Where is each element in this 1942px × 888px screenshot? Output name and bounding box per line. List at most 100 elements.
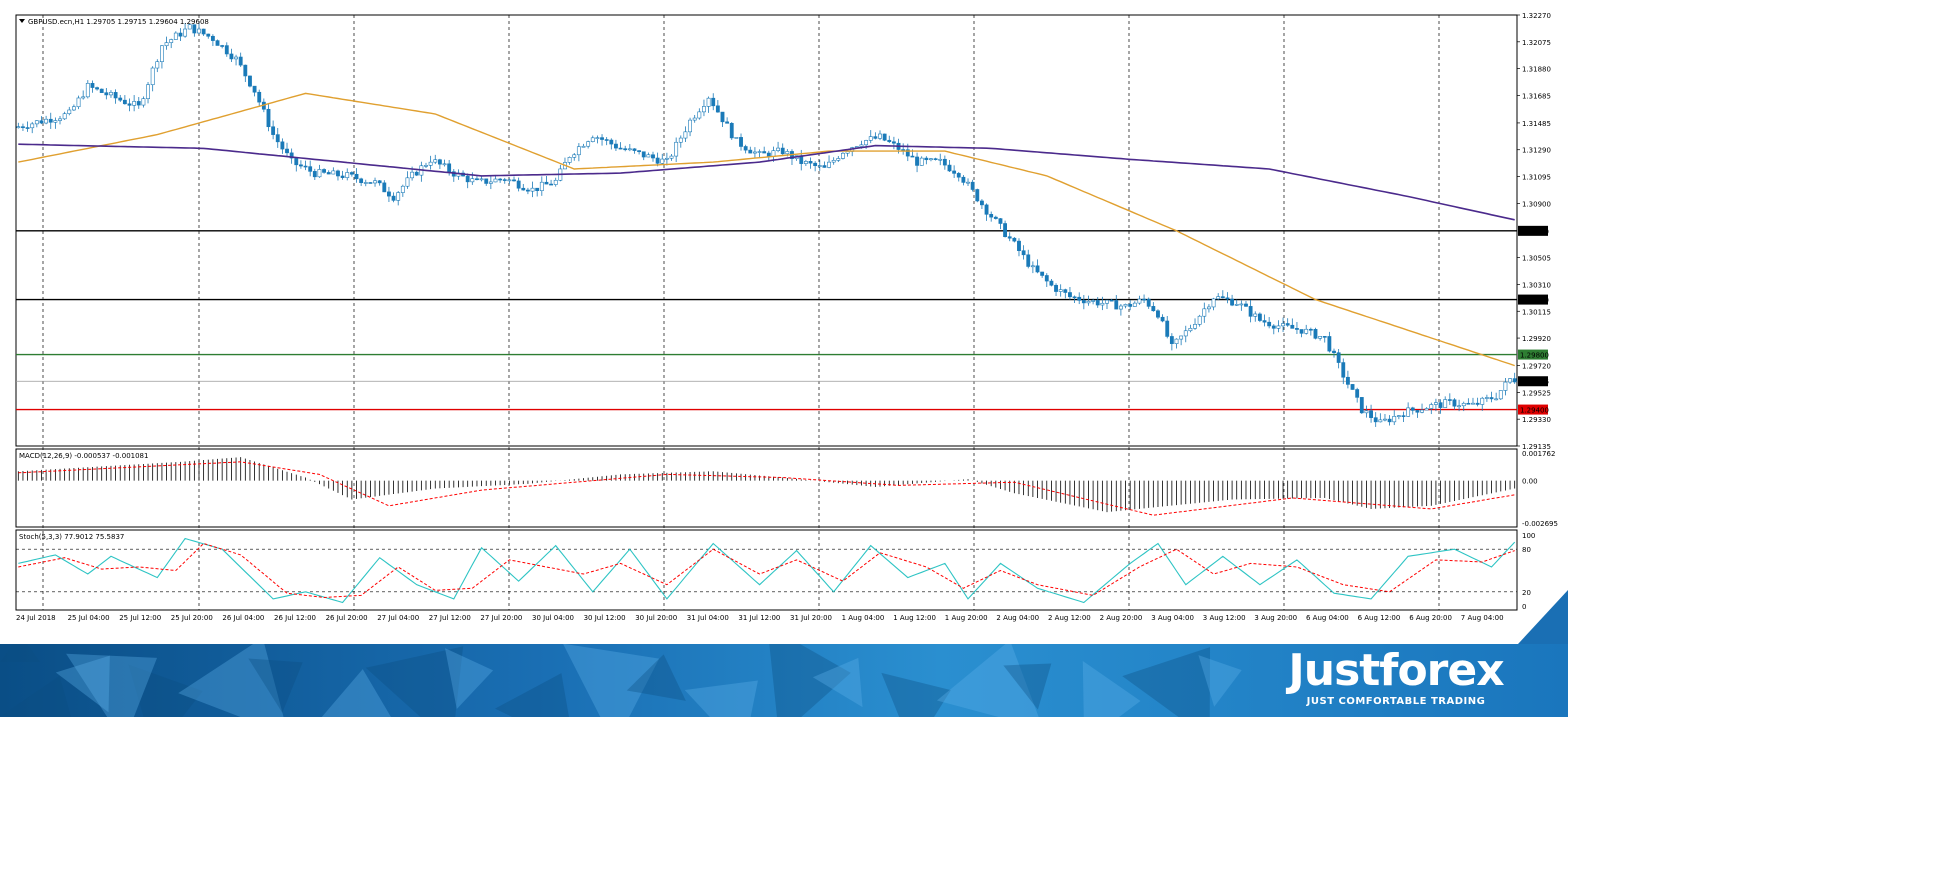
stoch-label: Stoch(5,3,3) 77.9012 75.5837 <box>19 533 124 541</box>
candle-body <box>224 45 229 55</box>
candle-body <box>173 32 178 40</box>
candle-body <box>1257 313 1262 321</box>
candle-body <box>294 157 299 166</box>
candle-body <box>1332 350 1336 353</box>
time-label: 27 Jul 20:00 <box>480 614 522 622</box>
candle-body <box>354 173 359 180</box>
candle-body <box>993 216 998 219</box>
candle-body <box>1211 298 1216 308</box>
price-axis-label: 1.29920 <box>1522 335 1551 343</box>
candle-body <box>280 141 285 150</box>
candle-body <box>95 87 99 90</box>
candle-body <box>952 170 957 174</box>
candle-body <box>725 121 730 124</box>
price-axis-label: 1.31095 <box>1522 174 1551 182</box>
candle-body <box>136 101 141 106</box>
candle-body <box>382 182 387 193</box>
candle-body <box>39 120 44 124</box>
candle-body <box>827 161 831 168</box>
time-label: 1 Aug 20:00 <box>945 614 988 622</box>
candle-body <box>30 123 35 129</box>
candle-body <box>1244 303 1248 307</box>
candle-body <box>706 97 711 107</box>
candle-body <box>961 176 966 183</box>
candle-body <box>1021 250 1026 256</box>
time-label: 30 Jul 20:00 <box>635 614 677 622</box>
candle-body <box>632 148 637 151</box>
candle-body <box>493 178 498 183</box>
candle-body <box>155 61 160 69</box>
candle-body <box>391 195 396 201</box>
candle-body <box>1406 407 1411 417</box>
candle-body <box>864 140 869 146</box>
candle-body <box>1434 402 1438 405</box>
candle-body <box>1461 402 1466 407</box>
candle-body <box>1253 313 1258 317</box>
price-axis-label: 1.30505 <box>1522 255 1551 263</box>
candle-body <box>535 187 540 191</box>
candle-body <box>118 97 123 101</box>
candle-body <box>1146 298 1151 307</box>
candle-body <box>1169 336 1174 344</box>
candle-body <box>734 137 739 139</box>
candle-body <box>1151 306 1156 312</box>
candle-body <box>1017 240 1021 251</box>
candle-body <box>81 96 86 99</box>
candle-body <box>609 139 614 145</box>
candle-body <box>1369 410 1373 418</box>
candle-body <box>841 152 845 159</box>
candle-body <box>1248 306 1253 317</box>
candle-body <box>933 158 938 160</box>
candle-body <box>1142 298 1146 301</box>
candle-body <box>178 32 183 37</box>
candle-body <box>1197 315 1202 325</box>
candle-body <box>715 105 720 113</box>
candle-body <box>720 111 725 123</box>
candle-body <box>1040 271 1045 276</box>
price-level-tag <box>1518 376 1548 387</box>
candle-body <box>868 136 873 141</box>
macd-tick: 0.001762 <box>1522 450 1555 458</box>
candle-body <box>664 157 669 160</box>
candle-body <box>424 165 428 167</box>
candle-body <box>67 109 72 115</box>
candle-body <box>62 113 67 120</box>
time-label: 3 Aug 04:00 <box>1151 614 1194 622</box>
candle-body <box>1063 289 1068 293</box>
candle-body <box>1313 329 1318 339</box>
candle-body <box>336 170 340 177</box>
candle-body <box>521 187 526 191</box>
time-label: 24 Jul 2018 <box>16 614 56 622</box>
candle-body <box>984 204 989 215</box>
candle-body <box>743 146 748 151</box>
candle-body <box>1239 303 1244 306</box>
time-label: 3 Aug 12:00 <box>1203 614 1246 622</box>
candle-body <box>966 181 970 184</box>
candle-body <box>1494 398 1499 401</box>
time-label: 2 Aug 04:00 <box>996 614 1039 622</box>
stoch-tick: 80 <box>1522 546 1531 554</box>
candle-body <box>525 189 530 192</box>
macd-frame <box>15 448 1518 528</box>
candle-body <box>1068 292 1072 298</box>
candle-body <box>34 120 39 125</box>
time-label: 7 Aug 04:00 <box>1461 614 1504 622</box>
candle-body <box>752 151 757 154</box>
price-axis-label: 1.32075 <box>1522 39 1551 47</box>
candle-body <box>1049 280 1054 286</box>
candle-body <box>183 28 188 37</box>
candle-body <box>1480 397 1485 405</box>
candle-body <box>919 157 924 166</box>
candle-body <box>1054 284 1058 292</box>
candle-body <box>924 157 929 161</box>
candle-body <box>317 169 322 178</box>
candle-body <box>113 92 118 99</box>
price-axis-label: 1.29525 <box>1522 389 1551 397</box>
candle-body <box>1114 300 1119 310</box>
candle-body <box>1466 402 1471 405</box>
price-axis-label: 1.29330 <box>1522 416 1551 424</box>
time-label: 31 Jul 12:00 <box>738 614 780 622</box>
candle-body <box>878 133 882 139</box>
time-label: 26 Jul 20:00 <box>326 614 368 622</box>
candle-body <box>1322 336 1327 338</box>
